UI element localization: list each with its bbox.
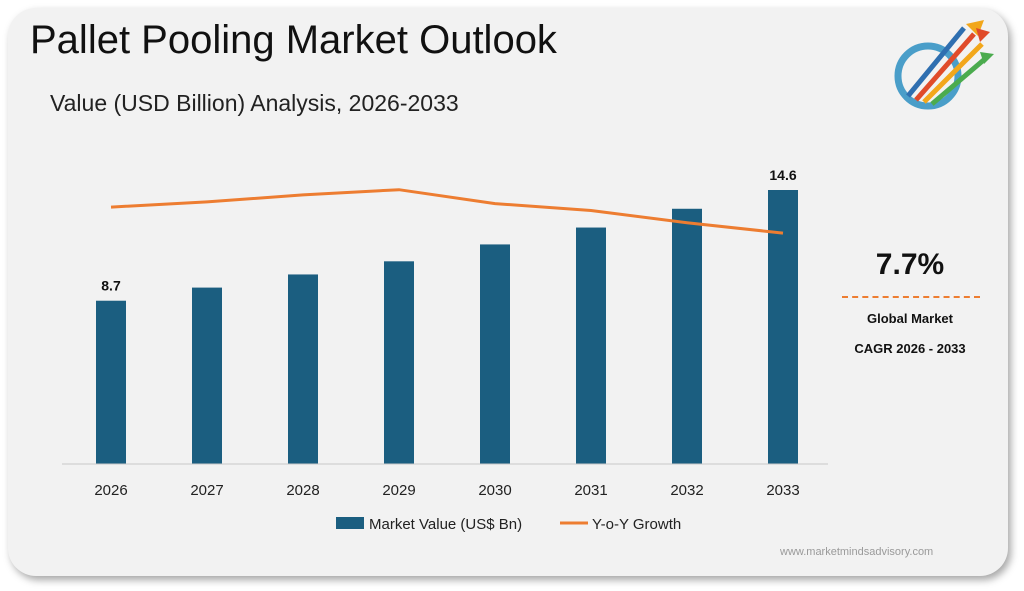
- x-tick-label: 2030: [478, 482, 511, 499]
- page-title: Pallet Pooling Market Outlook: [30, 18, 557, 62]
- bar-2030: [480, 244, 510, 464]
- bar-2029: [384, 261, 414, 464]
- x-tick-label: 2026: [94, 482, 127, 499]
- bar-2032: [672, 208, 702, 464]
- legend: Market Value (US$ Bn) Y-o-Y Growth: [336, 516, 681, 533]
- page-subtitle: Value (USD Billion) Analysis, 2026-2033: [50, 90, 459, 116]
- bar-2027: [192, 287, 222, 464]
- arrows-globe-logo-icon: [894, 20, 994, 110]
- legend-bar-swatch: [336, 517, 364, 529]
- bars-layer: [96, 190, 798, 464]
- yoy-growth-line: [110, 188, 784, 235]
- cagr-label-line2: CAGR 2026 - 2033: [854, 341, 966, 356]
- legend-label-yoy-growth: Y-o-Y Growth: [592, 516, 681, 533]
- cagr-divider: [842, 296, 980, 298]
- x-tick-label: 2029: [382, 482, 415, 499]
- cagr-label-line1: Global Market: [867, 311, 953, 326]
- bar-2028: [288, 274, 318, 464]
- x-tick-label: 2028: [286, 482, 319, 499]
- x-tick-label: 2031: [574, 482, 607, 499]
- legend-label-market-value: Market Value (US$ Bn): [369, 516, 522, 533]
- x-tick-label: 2033: [766, 482, 799, 499]
- x-tick-label: 2032: [670, 482, 703, 499]
- cagr-value: 7.7%: [875, 248, 945, 281]
- labels-layer: 2026 2027 2028 2029 2030 2031 2032 2033 8.7 14.6: [94, 167, 799, 499]
- bar-2033: [768, 190, 798, 464]
- website-link[interactable]: www.marketmindsadvisory.com: [780, 546, 934, 558]
- bar-2031: [576, 227, 606, 464]
- line-layer: [110, 188, 784, 235]
- data-label: 8.7: [101, 278, 121, 294]
- x-tick-label: 2027: [190, 482, 223, 499]
- bar-2026: [96, 300, 126, 464]
- data-label: 14.6: [769, 167, 796, 183]
